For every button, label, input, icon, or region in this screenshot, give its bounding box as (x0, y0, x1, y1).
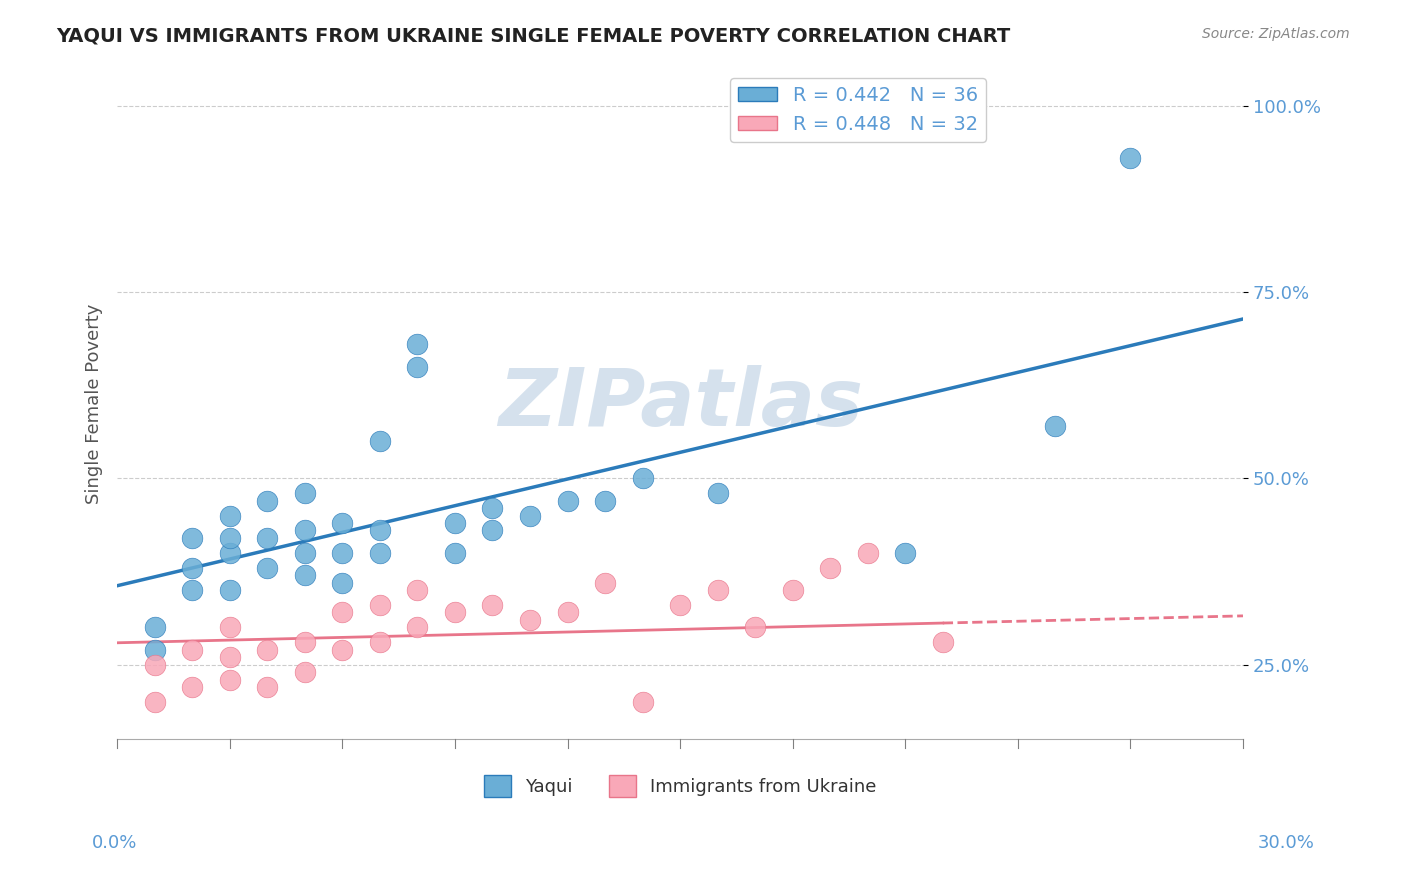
Point (406, 620, 429, 634)
Text: 30.0%: 30.0% (1258, 834, 1315, 852)
Point (744, 620, 766, 634)
Text: Source: ZipAtlas.com: Source: ZipAtlas.com (1202, 27, 1350, 41)
Point (256, 531, 278, 545)
Point (143, 642, 166, 657)
Point (706, 486, 728, 500)
Point (294, 665, 316, 679)
Point (519, 613, 541, 627)
Point (218, 531, 240, 545)
Point (444, 516, 467, 530)
Point (256, 560, 278, 574)
Point (330, 606, 353, 620)
Point (181, 583, 204, 598)
Point (631, 471, 654, 485)
Point (368, 598, 391, 612)
Point (481, 501, 503, 516)
Point (181, 642, 204, 657)
Y-axis label: Single Female Poverty: Single Female Poverty (86, 303, 103, 504)
Point (406, 337, 429, 351)
Point (330, 575, 353, 590)
Point (143, 657, 166, 672)
Point (706, 583, 728, 598)
Point (218, 583, 240, 598)
Point (1045, 419, 1067, 434)
Point (294, 568, 316, 582)
Point (631, 695, 654, 709)
Point (406, 583, 429, 598)
Point (557, 606, 579, 620)
Point (294, 524, 316, 538)
Point (593, 493, 616, 508)
Point (218, 546, 240, 560)
Point (818, 560, 841, 574)
Point (444, 546, 467, 560)
Point (181, 531, 204, 545)
Point (256, 642, 278, 657)
Point (444, 606, 467, 620)
Point (894, 546, 917, 560)
Point (593, 575, 616, 590)
Point (519, 508, 541, 523)
Point (481, 598, 503, 612)
Point (856, 546, 879, 560)
Point (218, 620, 240, 634)
Point (406, 359, 429, 374)
Point (218, 673, 240, 687)
Point (481, 524, 503, 538)
Point (782, 583, 804, 598)
Point (256, 680, 278, 694)
Point (1119, 151, 1142, 165)
Point (368, 524, 391, 538)
Point (143, 620, 166, 634)
Point (218, 508, 240, 523)
Point (669, 598, 692, 612)
Text: ZIPatlas: ZIPatlas (498, 365, 863, 442)
Point (330, 546, 353, 560)
Point (218, 650, 240, 665)
Point (181, 560, 204, 574)
Point (368, 434, 391, 448)
Point (330, 642, 353, 657)
Point (294, 486, 316, 500)
Point (368, 635, 391, 649)
Point (294, 546, 316, 560)
Point (143, 695, 166, 709)
Point (932, 635, 955, 649)
Text: YAQUI VS IMMIGRANTS FROM UKRAINE SINGLE FEMALE POVERTY CORRELATION CHART: YAQUI VS IMMIGRANTS FROM UKRAINE SINGLE … (56, 27, 1011, 45)
Point (330, 516, 353, 530)
Point (181, 680, 204, 694)
Legend: Yaqui, Immigrants from Ukraine: Yaqui, Immigrants from Ukraine (477, 767, 884, 804)
Point (256, 493, 278, 508)
Point (368, 546, 391, 560)
Point (557, 493, 579, 508)
Point (294, 635, 316, 649)
Text: 0.0%: 0.0% (91, 834, 136, 852)
